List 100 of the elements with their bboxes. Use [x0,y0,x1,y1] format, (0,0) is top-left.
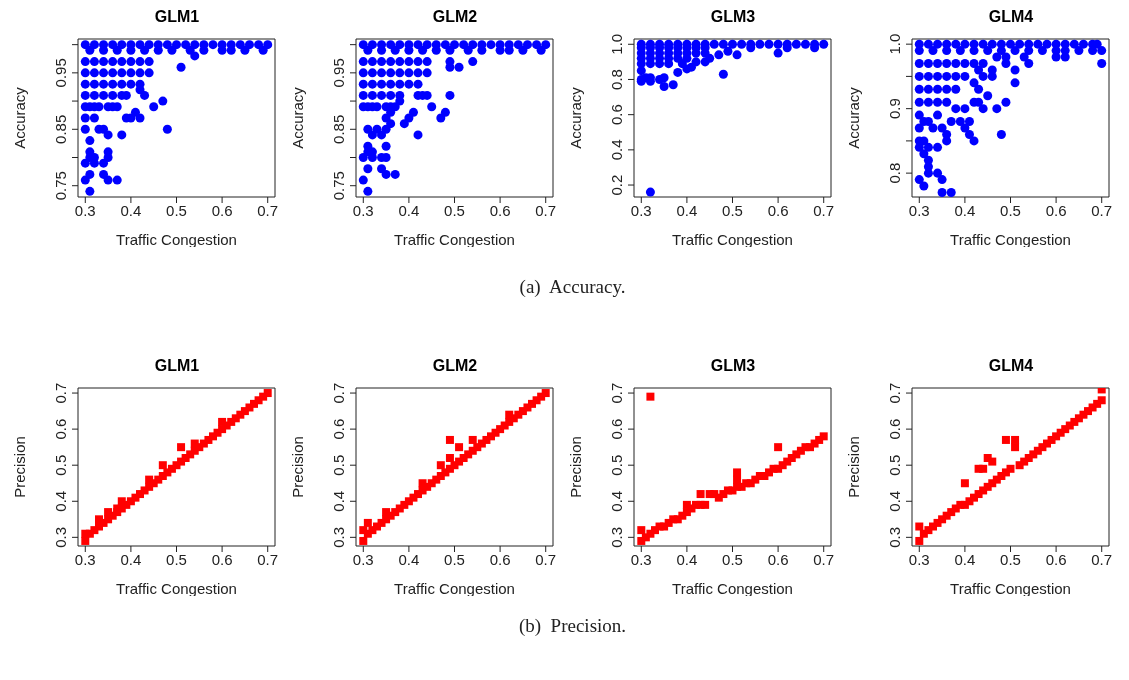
x-tick-label: 0.7 [257,201,279,219]
y-tick-label: 0.8 [608,69,625,90]
point [960,479,969,488]
point [915,522,924,531]
point [774,443,783,452]
y-tick-label: 0.3 [608,526,625,548]
x-tick-label: 0.4 [676,550,698,568]
y-axis-title: Precision [11,436,29,498]
y-tick-label: 0.5 [52,454,69,476]
x-tick-label: 0.6 [767,550,789,568]
y-axis-title: Precision [567,436,585,498]
y-tick-label: 0.4 [886,490,903,512]
chart-title: GLM3 [709,8,757,27]
point [1001,435,1010,444]
chart-title: GLM1 [153,8,201,27]
point [263,389,272,398]
x-tick-label: 0.5 [444,201,465,219]
x-tick-label: 0.7 [1091,550,1113,568]
point [1011,435,1020,444]
point [468,435,477,444]
y-tick-label: 0.5 [608,454,625,476]
y-tick-label: 0.5 [330,454,347,476]
x-tick-label: 0.3 [352,550,374,568]
x-tick-label: 0.7 [813,201,835,219]
y-tick-label: 0.75 [330,171,347,201]
text: (a) Accuracy. [519,276,626,298]
y-tick-label: 0.4 [330,490,347,512]
x-tick-label: 0.5 [722,550,743,568]
point [363,518,372,527]
y-tick-label: 0.4 [608,490,625,512]
x-tick-label: 0.6 [489,550,511,568]
x-tick-label: 0.3 [352,201,374,219]
x-tick-label: 0.7 [535,201,557,219]
y-tick-label: 0.7 [886,382,903,404]
x-tick-label: 0.3 [908,550,930,568]
y-tick-label: 0.6 [52,418,69,440]
point [158,461,167,470]
x-tick-label: 0.6 [211,201,233,219]
y-tick-label: 0.95 [330,58,347,88]
y-tick-label: 0.5 [886,454,903,476]
y-axis-title: Precision [289,436,307,498]
x-tick-label: 0.5 [1000,201,1021,219]
x-tick-label: 0.6 [489,201,511,219]
y-tick-label: 0.6 [608,418,625,440]
x-tick-label: 0.3 [74,550,96,568]
point [733,475,742,484]
x-tick-label: 0.6 [211,550,233,568]
y-tick-label: 0.6 [330,418,347,440]
point [445,435,454,444]
x-tick-label: 0.6 [1045,550,1067,568]
x-tick-label: 0.3 [908,201,930,219]
point [819,432,828,441]
x-tick-label: 0.4 [954,550,976,568]
x-tick-label: 0.3 [74,201,96,219]
point [541,389,550,398]
y-tick-label: 0.6 [886,418,903,440]
x-tick-label: 0.5 [166,201,187,219]
x-tick-label: 0.3 [630,201,652,219]
point [696,490,705,499]
point [1006,464,1015,473]
text: (b) Precision. [518,615,627,637]
y-tick-label: 0.95 [52,58,69,88]
y-tick-label: 0.6 [608,104,625,126]
y-axis-title: Precision [845,436,863,498]
x-tick-label: 0.6 [1045,201,1067,219]
y-axis-title: Accuracy [289,86,307,149]
y-tick-label: 0.7 [608,382,625,404]
x-tick-label: 0.7 [257,550,279,568]
x-tick-label: 0.6 [767,201,789,219]
point [701,500,710,509]
y-tick-label: 0.4 [608,139,625,161]
point [915,536,924,545]
y-tick-label: 0.85 [330,114,347,144]
x-tick-label: 0.7 [813,550,835,568]
point [733,468,742,477]
y-tick-label: 0.3 [52,526,69,548]
y-tick-label: 1.0 [608,33,625,55]
y-axis-title: Accuracy [11,86,29,149]
point [177,443,186,452]
point [359,536,368,545]
x-tick-label: 0.4 [676,201,698,219]
point [637,526,646,535]
x-tick-label: 0.5 [1000,550,1021,568]
chart-title: GLM1 [153,357,201,376]
x-tick-label: 0.7 [1091,201,1113,219]
chart-title: GLM3 [709,357,757,376]
y-tick-label: 0.85 [52,114,69,144]
chart-title: GLM2 [431,8,479,27]
y-tick-label: 0.4 [52,490,69,512]
x-tick-label: 0.3 [630,550,652,568]
y-tick-label: 0.3 [330,526,347,548]
y-tick-label: 0.9 [886,98,903,120]
y-tick-label: 1.0 [886,33,903,55]
chart-title: GLM2 [431,357,479,376]
point [445,453,454,462]
y-tick-label: 0.75 [52,171,69,201]
x-tick-label: 0.4 [398,550,420,568]
point [646,392,655,401]
y-tick-label: 0.3 [886,526,903,548]
y-axis-title: Accuracy [845,86,863,149]
